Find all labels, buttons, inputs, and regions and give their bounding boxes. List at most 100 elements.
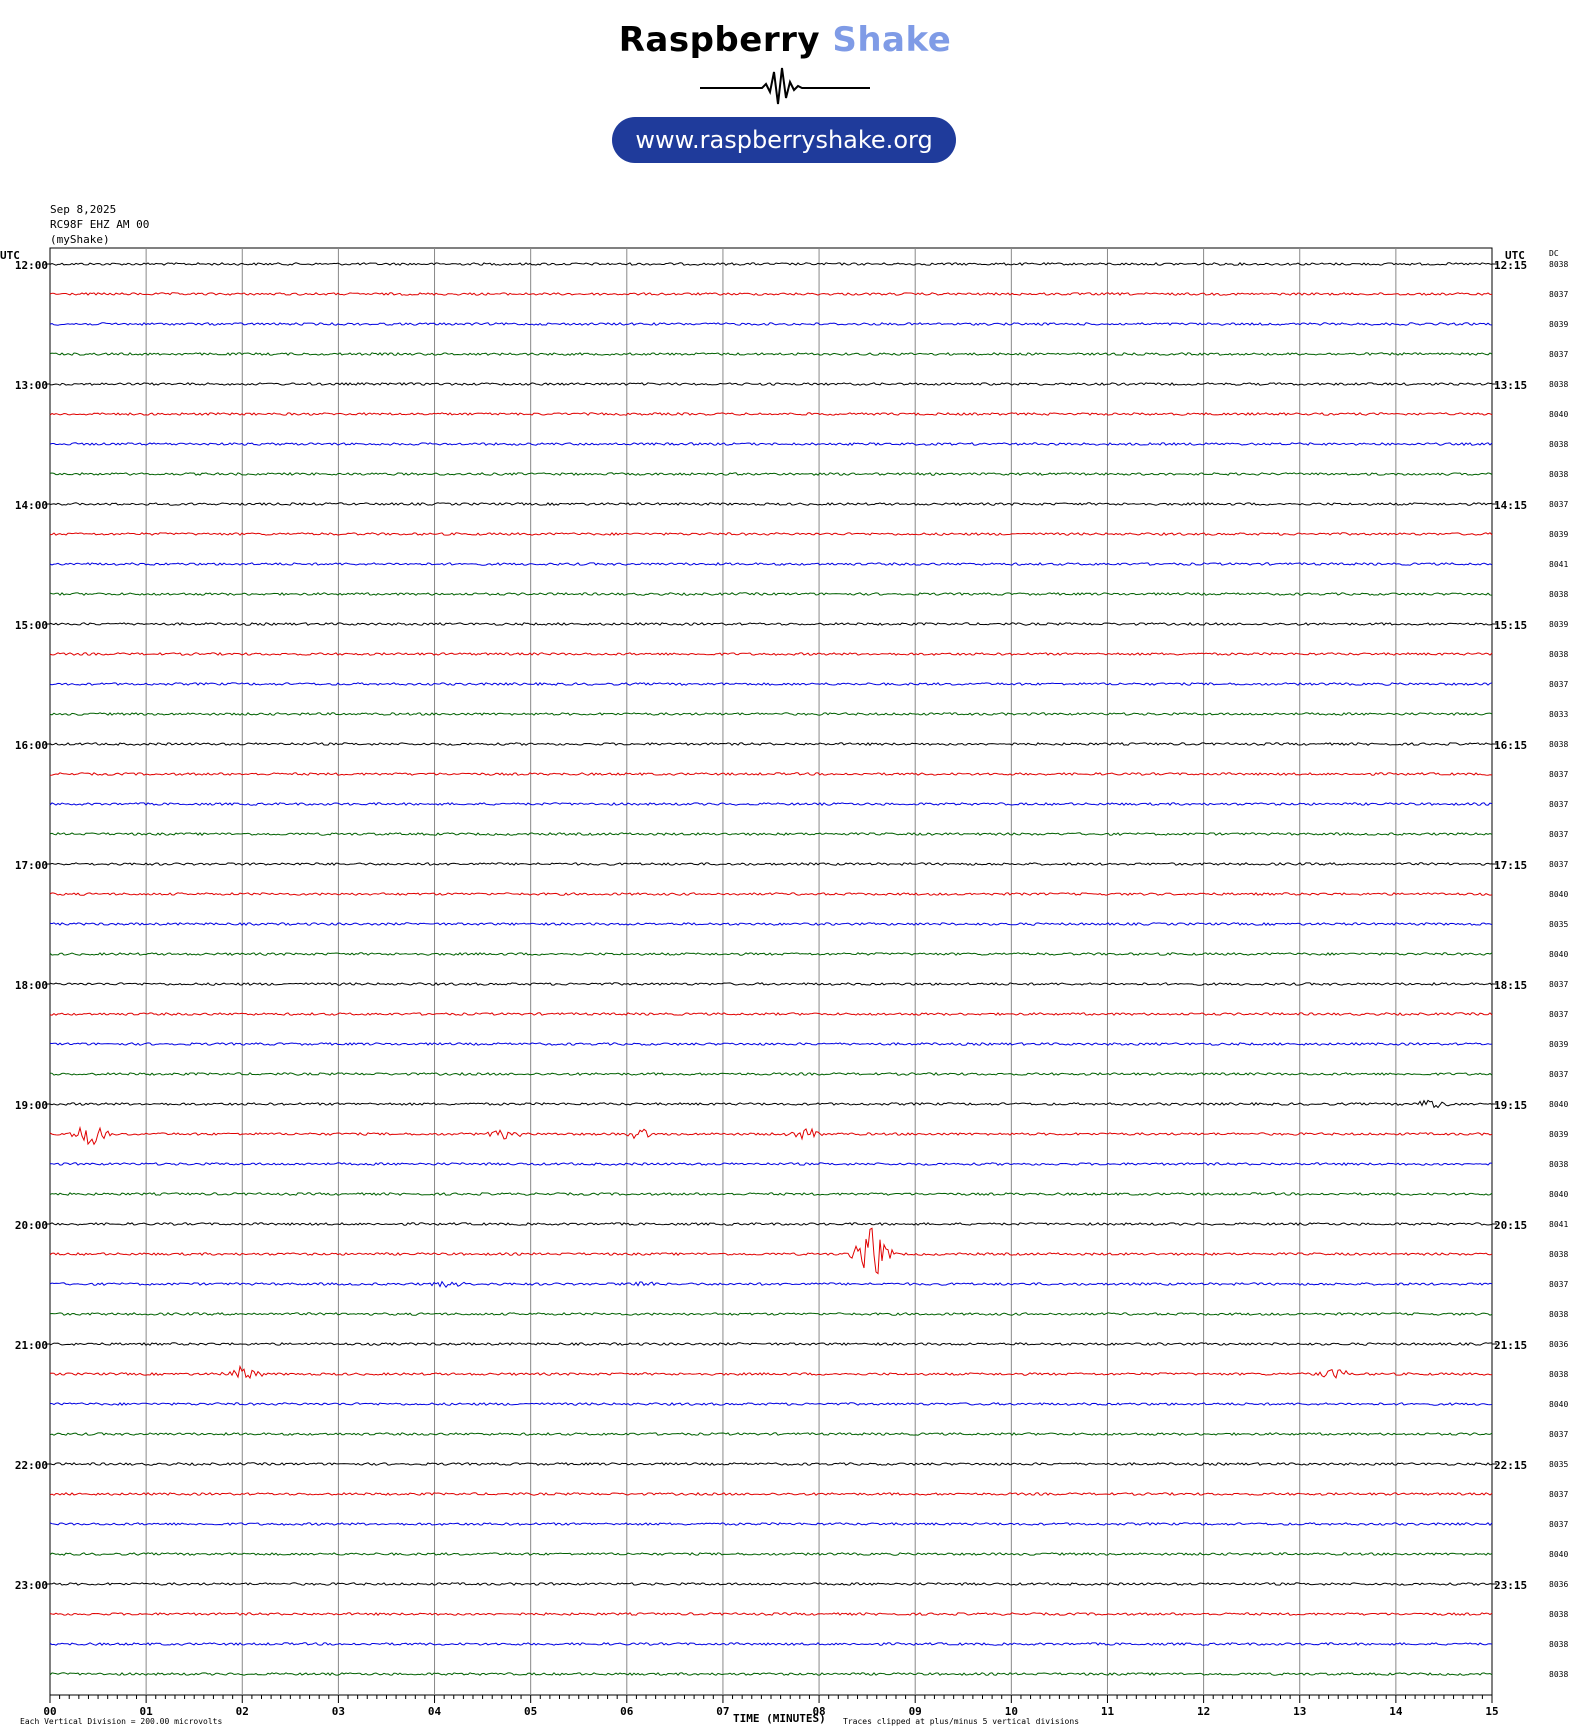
dc-value-label: 8036 bbox=[1549, 1580, 1568, 1589]
seismic-trace-line bbox=[49, 1612, 1493, 1616]
dc-value-label: 8037 bbox=[1549, 1520, 1568, 1529]
seismic-trace-line bbox=[49, 922, 1493, 926]
dc-value-label: 8037 bbox=[1549, 1280, 1568, 1289]
dc-value-label: 8038 bbox=[1549, 470, 1568, 479]
left-hour-label: 18:00 bbox=[15, 979, 48, 992]
seismic-trace-line bbox=[49, 1012, 1493, 1016]
dc-value-label: 8039 bbox=[1549, 620, 1568, 629]
seismic-trace-line bbox=[49, 1582, 1493, 1586]
footer-scale-note: Each Vertical Division = 200.00 microvol… bbox=[20, 1717, 222, 1726]
dc-value-label: 8038 bbox=[1549, 740, 1568, 749]
dc-value-label: 8038 bbox=[1549, 1370, 1568, 1379]
right-hour-label: 12:15 bbox=[1494, 259, 1527, 272]
dc-value-label: 8040 bbox=[1549, 1400, 1568, 1409]
dc-value-label: 8039 bbox=[1549, 1130, 1568, 1139]
dc-value-label: 8038 bbox=[1549, 590, 1568, 599]
logo-title: Raspberry Shake bbox=[0, 20, 1570, 60]
seismic-trace-line bbox=[49, 562, 1493, 566]
dc-value-label: 8037 bbox=[1549, 860, 1568, 869]
x-tick-label: 01 bbox=[140, 1705, 154, 1718]
dc-value-label: 8038 bbox=[1549, 650, 1568, 659]
seismic-trace-line bbox=[49, 1312, 1493, 1316]
x-tick-label: 15 bbox=[1485, 1705, 1498, 1718]
x-tick-label: 08 bbox=[812, 1705, 825, 1718]
seismic-trace-line bbox=[49, 262, 1493, 266]
dc-value-label: 8038 bbox=[1549, 260, 1568, 269]
left-hour-label: 12:00 bbox=[15, 259, 48, 272]
x-tick-label: 00 bbox=[43, 1705, 56, 1718]
left-hour-label: 15:00 bbox=[15, 619, 48, 632]
right-hour-label: 17:15 bbox=[1494, 859, 1527, 872]
seismic-trace-line bbox=[49, 592, 1493, 596]
dc-value-label: 8037 bbox=[1549, 770, 1568, 779]
seismic-trace-line bbox=[49, 742, 1493, 746]
seismic-trace-line bbox=[49, 1125, 1493, 1146]
dc-value-label: 8038 bbox=[1549, 1610, 1568, 1619]
dc-value-label: 8040 bbox=[1549, 1100, 1568, 1109]
dc-value-label: 8037 bbox=[1549, 1490, 1568, 1499]
dc-value-label: 8040 bbox=[1549, 1550, 1568, 1559]
left-hour-label: 19:00 bbox=[15, 1099, 48, 1112]
left-hour-label: 21:00 bbox=[15, 1339, 48, 1352]
seismic-trace-line bbox=[49, 1522, 1493, 1526]
dc-value-label: 8040 bbox=[1549, 890, 1568, 899]
seismic-trace-line bbox=[49, 952, 1493, 956]
website-link[interactable]: www.raspberryshake.org bbox=[612, 117, 956, 163]
dc-value-label: 8041 bbox=[1549, 1220, 1568, 1229]
seismic-trace-line bbox=[49, 1227, 1493, 1275]
dc-value-label: 8039 bbox=[1549, 1040, 1568, 1049]
seismic-trace-line bbox=[49, 862, 1493, 866]
x-tick-label: 11 bbox=[1101, 1705, 1115, 1718]
dc-value-label: 8037 bbox=[1549, 980, 1568, 989]
dc-value-label: 8035 bbox=[1549, 920, 1568, 929]
x-tick-label: 03 bbox=[332, 1705, 345, 1718]
left-axis-label: UTC bbox=[0, 249, 20, 262]
logo-title-part1: Raspberry bbox=[618, 20, 821, 60]
seismic-trace-line bbox=[49, 622, 1493, 626]
right-hour-label: 23:15 bbox=[1494, 1579, 1527, 1592]
dc-value-label: 8040 bbox=[1549, 410, 1568, 419]
dc-value-label: 8036 bbox=[1549, 1340, 1568, 1349]
seismic-trace-line bbox=[49, 892, 1493, 896]
dc-value-label: 8038 bbox=[1549, 1670, 1568, 1679]
dc-value-label: 8037 bbox=[1549, 350, 1568, 359]
plot-frame bbox=[49, 247, 1493, 1696]
dc-label: DC bbox=[1549, 249, 1559, 258]
left-hour-label: 20:00 bbox=[15, 1219, 48, 1232]
right-hour-label: 21:15 bbox=[1494, 1339, 1527, 1352]
dc-value-label: 8037 bbox=[1549, 290, 1568, 299]
right-hour-label: 16:15 bbox=[1494, 739, 1527, 752]
dc-value-label: 8038 bbox=[1549, 1640, 1568, 1649]
seismic-trace-line bbox=[49, 292, 1492, 296]
seismic-trace-line bbox=[49, 1222, 1493, 1226]
dc-value-label: 8038 bbox=[1549, 1160, 1568, 1169]
dc-value-label: 8041 bbox=[1549, 560, 1568, 569]
seismic-trace-line bbox=[49, 652, 1493, 656]
left-hour-label: 14:00 bbox=[15, 499, 48, 512]
dc-value-label: 8039 bbox=[1549, 320, 1568, 329]
dc-value-label: 8038 bbox=[1549, 1310, 1568, 1319]
header-station: RC98F EHZ AM 00 bbox=[50, 218, 150, 231]
x-axis-title: TIME (MINUTES) bbox=[733, 1712, 826, 1725]
dc-value-label: 8033 bbox=[1549, 710, 1568, 719]
x-tick-label: 09 bbox=[909, 1705, 922, 1718]
seismic-trace-line bbox=[49, 1432, 1493, 1436]
x-tick-label: 14 bbox=[1389, 1705, 1403, 1718]
seismic-trace-line bbox=[49, 532, 1493, 536]
seismic-trace-line bbox=[49, 1462, 1493, 1466]
seismic-trace-line bbox=[49, 472, 1493, 476]
seismic-trace-line bbox=[49, 832, 1493, 836]
seismic-trace-line bbox=[49, 772, 1493, 776]
x-tick-label: 02 bbox=[236, 1705, 249, 1718]
seismic-trace-line bbox=[49, 322, 1493, 326]
header-date: Sep 8,2025 bbox=[50, 203, 117, 216]
x-tick-label: 13 bbox=[1293, 1705, 1306, 1718]
seismic-trace-line bbox=[49, 1072, 1493, 1076]
dc-value-label: 8040 bbox=[1549, 950, 1568, 959]
seismic-wave-icon bbox=[700, 67, 870, 105]
seismic-trace-line bbox=[49, 352, 1493, 356]
dc-value-label: 8035 bbox=[1549, 1460, 1568, 1469]
dc-value-label: 8037 bbox=[1549, 830, 1568, 839]
seismic-trace-line bbox=[49, 1192, 1493, 1196]
